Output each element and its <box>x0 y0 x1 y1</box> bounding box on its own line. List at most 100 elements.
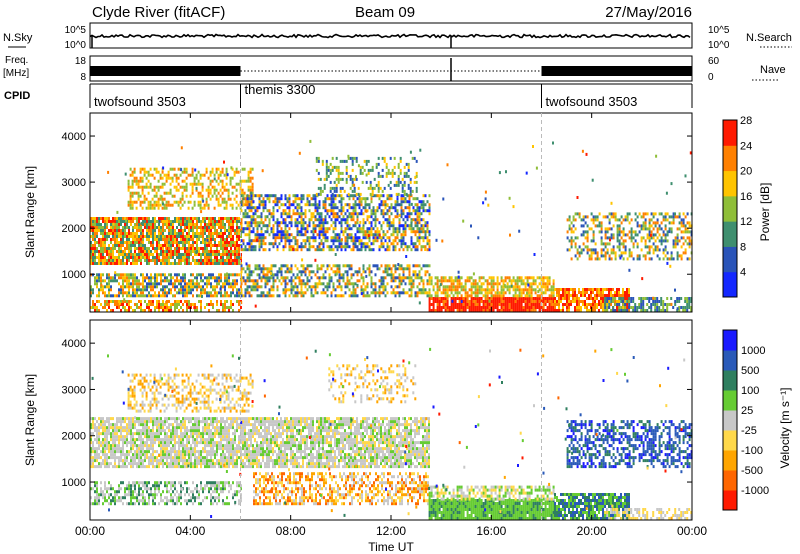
data-cell <box>574 236 577 240</box>
data-cell <box>92 256 94 259</box>
data-cell <box>156 250 158 253</box>
data-cell <box>290 267 293 271</box>
data-cell <box>458 297 461 300</box>
data-cell <box>296 242 299 246</box>
data-cell <box>348 215 351 219</box>
data-cell <box>239 206 242 210</box>
data-cell <box>346 218 349 222</box>
data-cell <box>366 282 369 286</box>
data-cell <box>302 239 305 243</box>
data-cell <box>131 194 134 198</box>
data-cell <box>536 285 539 289</box>
data-cell <box>94 241 96 244</box>
data-cell <box>398 203 401 207</box>
data-cell <box>468 276 471 280</box>
data-cell <box>100 273 102 277</box>
data-cell <box>166 250 168 253</box>
data-cell <box>186 235 188 238</box>
data-cell <box>336 264 339 268</box>
data-cell <box>144 247 146 250</box>
data-cell <box>226 300 228 303</box>
data-cell <box>200 220 202 223</box>
data-cell <box>170 262 172 265</box>
data-cell <box>224 273 226 277</box>
data-cell <box>296 233 299 237</box>
data-cell <box>416 215 419 219</box>
data-cell <box>376 239 379 243</box>
data-cell <box>168 262 170 265</box>
data-cell <box>556 300 558 303</box>
data-cell <box>166 303 168 306</box>
data-cell <box>290 245 293 249</box>
data-cell <box>98 273 100 277</box>
data-cell <box>342 273 345 277</box>
data-cell <box>306 276 309 280</box>
data-cell <box>224 291 226 295</box>
data-cell <box>268 233 271 237</box>
data-cell <box>434 276 437 280</box>
data-cell <box>374 233 377 237</box>
data-cell <box>135 182 138 186</box>
data-cell <box>241 191 244 195</box>
data-cell <box>120 273 122 277</box>
data-cell <box>104 285 106 289</box>
data-cell <box>568 224 571 228</box>
data-cell <box>270 285 273 289</box>
data-cell <box>398 294 401 298</box>
data-cell <box>248 239 251 243</box>
data-cell <box>210 294 212 298</box>
data-cell <box>152 241 154 244</box>
data-cell <box>486 279 489 283</box>
data-cell <box>351 168 354 172</box>
data-cell <box>290 285 293 289</box>
data-cell <box>398 276 401 280</box>
data-cell <box>552 306 555 309</box>
data-cell <box>298 197 301 201</box>
data-cell <box>418 209 421 213</box>
data-cell <box>178 232 180 235</box>
data-cell <box>542 291 545 295</box>
data-cell <box>116 250 118 253</box>
data-cell <box>232 279 234 283</box>
data-cell <box>254 236 257 240</box>
data-cell <box>134 223 136 226</box>
data-cell <box>390 276 393 280</box>
data-cell <box>218 241 220 244</box>
data-cell <box>206 253 208 256</box>
data-cell <box>590 218 593 222</box>
data-cell <box>304 230 307 234</box>
data-cell <box>395 180 398 184</box>
data-cell <box>452 300 455 303</box>
data-cell <box>290 239 293 243</box>
data-cell <box>340 248 343 252</box>
freq-dense-segment <box>541 66 692 76</box>
data-cell <box>600 294 602 297</box>
data-cell <box>372 218 375 222</box>
data-cell <box>358 230 361 234</box>
data-cell <box>194 217 196 220</box>
data-cell <box>522 306 525 309</box>
data-cell <box>90 273 92 277</box>
cpid-segment-label: twofsound 3503 <box>546 94 638 109</box>
data-cell <box>518 288 521 292</box>
data-cell <box>162 279 164 283</box>
data-cell <box>362 236 365 240</box>
data-cell <box>196 259 198 262</box>
data-cell <box>231 191 234 195</box>
data-cell <box>322 218 325 222</box>
data-cell <box>438 285 441 289</box>
nave-label: Nave <box>760 64 786 76</box>
data-cell <box>122 285 124 289</box>
data-cell <box>308 242 311 246</box>
data-cell <box>464 309 467 312</box>
data-cell <box>538 297 541 300</box>
data-cell <box>444 285 447 289</box>
data-cell <box>392 224 395 228</box>
data-cell <box>193 203 196 207</box>
data-cell <box>114 303 116 306</box>
data-cell <box>324 206 327 210</box>
data-cell <box>118 232 120 235</box>
data-cell <box>190 217 192 220</box>
data-cell <box>374 221 377 225</box>
data-cell <box>248 248 251 252</box>
